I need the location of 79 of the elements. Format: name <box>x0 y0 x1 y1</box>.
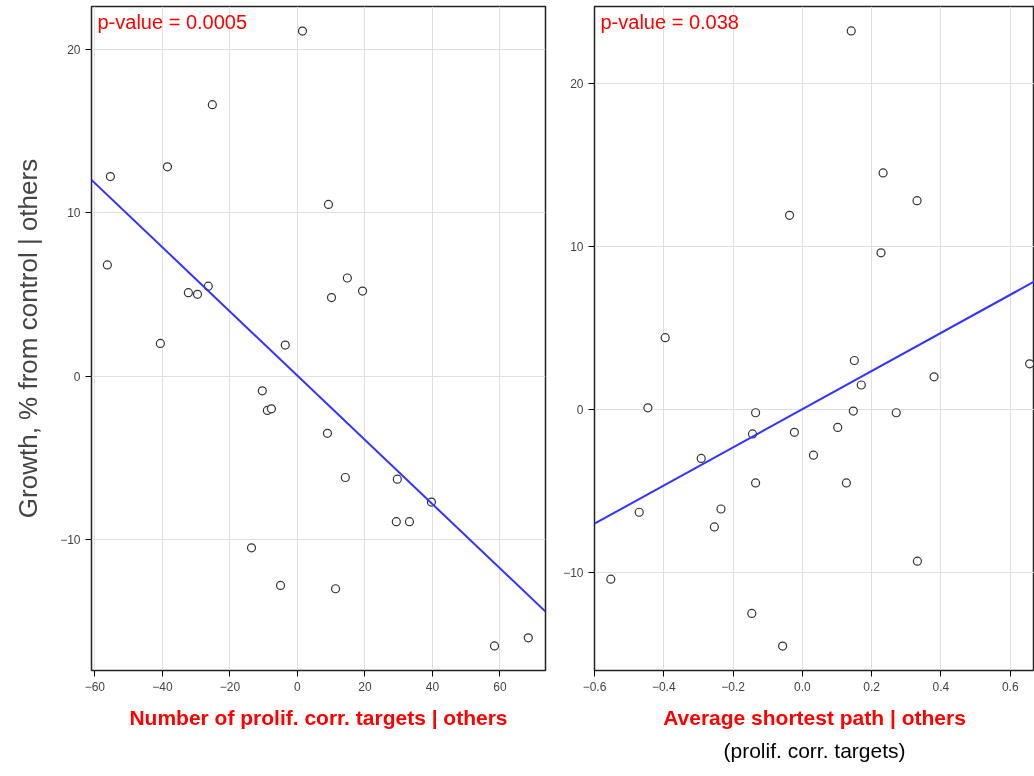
point <box>246 543 257 553</box>
x-tick-label: 0.4 <box>932 679 950 694</box>
point <box>357 286 368 296</box>
point <box>105 172 115 182</box>
point <box>489 641 500 651</box>
point <box>275 580 286 591</box>
point <box>789 427 800 437</box>
point <box>102 260 112 270</box>
point <box>716 504 726 514</box>
point <box>747 608 757 618</box>
x-tick-label: −20 <box>219 679 241 694</box>
point <box>162 162 173 172</box>
point <box>183 288 193 298</box>
x-tick-label: −0.2 <box>721 679 746 694</box>
x-tick-label: −40 <box>152 679 173 694</box>
point <box>257 386 267 396</box>
point <box>392 474 402 484</box>
x-tick-label: 40 <box>425 679 440 694</box>
point <box>841 478 851 488</box>
y-tick-label: 10 <box>67 206 81 221</box>
point <box>696 453 706 463</box>
point <box>929 372 939 382</box>
x-axis-title: Number of prolif. corr. targets | others <box>129 705 508 729</box>
y-tick-label: −10 <box>60 533 81 548</box>
point <box>848 406 858 416</box>
point <box>856 380 866 390</box>
point <box>297 26 308 36</box>
point <box>643 403 653 413</box>
y-tick-label: −10 <box>563 566 584 581</box>
point <box>846 26 856 36</box>
point <box>660 333 670 343</box>
x-tick-label: −0.4 <box>651 679 676 694</box>
point <box>849 355 859 366</box>
point <box>326 293 337 303</box>
point <box>391 517 401 527</box>
point <box>280 340 290 350</box>
point <box>778 641 788 651</box>
annotation: p-value = 0.0005 <box>97 10 248 33</box>
point <box>207 100 217 110</box>
point <box>404 517 415 527</box>
point <box>891 408 901 418</box>
point <box>751 478 761 488</box>
point <box>833 422 843 433</box>
point <box>912 196 922 206</box>
y-tick-label: 0 <box>576 402 584 417</box>
point <box>878 168 888 178</box>
text: Average shortest path | others (prolif. corr. targets) <box>663 705 966 762</box>
point <box>523 633 533 643</box>
point <box>155 338 165 348</box>
x-tick-label: 20 <box>358 679 372 694</box>
point <box>709 522 719 532</box>
y-tick-label: 20 <box>67 42 81 57</box>
point <box>1025 359 1034 369</box>
x-tick-label: −0.6 <box>582 679 607 694</box>
point <box>323 199 334 209</box>
y-tick-label: 0 <box>73 369 81 384</box>
y-tick-label: 10 <box>570 239 584 254</box>
annotation: p-value = 0.038 <box>600 10 739 33</box>
point <box>322 428 333 438</box>
x-tick-label: 0.0 <box>794 679 812 694</box>
point <box>808 450 819 460</box>
point <box>192 289 203 299</box>
point <box>912 556 922 566</box>
x-tick-label: 0 <box>294 679 302 694</box>
x-tick-label: −60 <box>84 679 106 694</box>
y-tick-label: 20 <box>570 76 584 91</box>
point <box>634 507 644 517</box>
point <box>751 408 761 418</box>
point <box>266 404 277 414</box>
x-tick-label: 60 <box>493 679 507 694</box>
point <box>340 472 350 483</box>
x-tick-label: 0.2 <box>863 679 881 694</box>
point <box>330 584 341 594</box>
y-axis-title: Growth, % from control | others <box>13 158 44 519</box>
point <box>876 248 886 258</box>
point <box>342 273 352 283</box>
point <box>784 210 795 220</box>
x-tick-label: 0.6 <box>1001 679 1019 694</box>
point <box>606 574 616 584</box>
